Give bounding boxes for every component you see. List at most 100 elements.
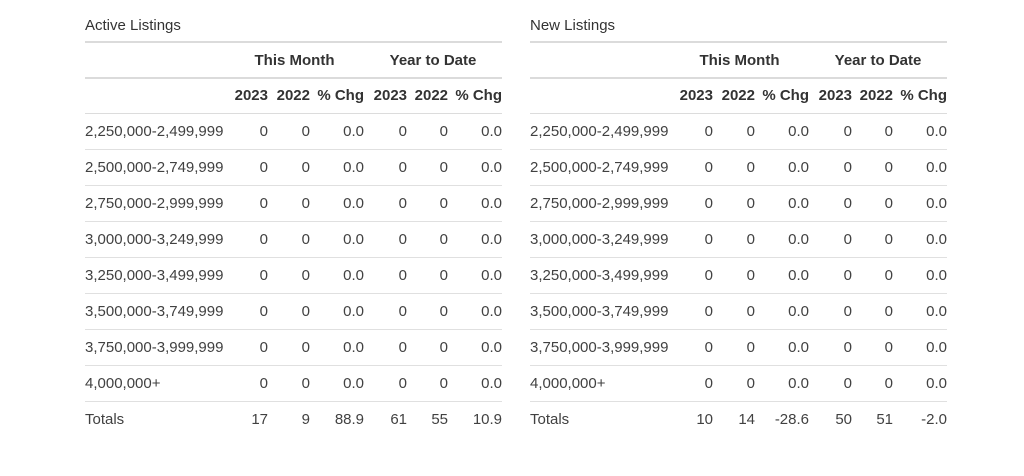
table-row: 4,000,000+ 0 0 0.0 0 0 0.0	[85, 365, 503, 402]
column-header: 2022	[407, 78, 449, 114]
listings-stats-table: This Month Year to Date 2023 2022 % Chg …	[530, 43, 948, 437]
totals-value: 17	[251, 410, 268, 428]
cell-value: 0.0	[755, 257, 810, 294]
cell-value: 0	[713, 329, 755, 366]
price-range-label: 2,750,000-2,999,999	[530, 185, 670, 222]
cell-value: 0.0	[448, 221, 503, 258]
cell-value: 0.0	[893, 149, 948, 186]
cell-value: 0	[670, 257, 713, 294]
totals-value: 61	[390, 410, 408, 428]
cell-value: 0.0	[448, 293, 503, 330]
cell-value: 0.0	[755, 185, 810, 222]
cell-value: 0	[364, 149, 408, 186]
table-body: 2,250,000-2,499,999 0 0 0.0 0 0 0.0 2,500,000-2…	[85, 113, 503, 402]
totals-value: -28.6	[774, 410, 810, 428]
price-range-label: 3,500,000-3,749,999	[85, 293, 225, 330]
totals-row: Totals 17 9 88.9 61 55 10.9	[85, 401, 502, 437]
empty-header-cell	[530, 78, 670, 114]
cell-value: 0	[809, 149, 853, 186]
new-listings-table: New Listings This Month Year to Date 202…	[530, 16, 948, 476]
totals-value: 51	[876, 410, 894, 428]
listings-stats-table: This Month Year to Date 2023 2022 % Chg …	[85, 43, 503, 437]
cell-value: 0.0	[310, 113, 365, 150]
cell-value: 0.0	[310, 221, 365, 258]
cell-value: 0	[364, 365, 408, 402]
price-range-label: 2,250,000-2,499,999	[85, 113, 225, 150]
price-range-label: 2,750,000-2,999,999	[85, 185, 225, 222]
cell-value: 0	[225, 257, 268, 294]
price-range-label: 3,750,000-3,999,999	[85, 329, 225, 366]
cell-value: 0	[670, 149, 713, 186]
cell-value: 0	[225, 149, 268, 186]
totals-value: 14	[738, 410, 755, 428]
cell-value: 0	[268, 149, 310, 186]
cell-value: 0	[407, 293, 449, 330]
price-range-label: 3,750,000-3,999,999	[530, 329, 670, 366]
cell-value: 0	[713, 149, 755, 186]
cell-value: 0.0	[893, 221, 948, 258]
cell-value: 0	[364, 329, 408, 366]
column-header-row: 2023 2022 % Chg 2023 2022 % Chg	[530, 78, 948, 114]
cell-value: 0.0	[310, 257, 365, 294]
price-range-label: 3,000,000-3,249,999	[530, 221, 670, 258]
cell-value: 0	[670, 221, 713, 258]
totals-value: 10.9	[472, 410, 503, 428]
cell-value: 0	[364, 257, 408, 294]
cell-value: 0	[670, 293, 713, 330]
cell-value: 0	[225, 185, 268, 222]
cell-value: 0	[268, 185, 310, 222]
cell-value: 0	[268, 293, 310, 330]
cell-value: 0.0	[448, 365, 503, 402]
cell-value: 0.0	[893, 257, 948, 294]
cell-value: 0.0	[755, 113, 810, 150]
cell-value: 0	[268, 221, 310, 258]
totals-value: 10	[696, 410, 713, 428]
cell-value: 0	[852, 257, 894, 294]
cell-value: 0	[268, 113, 310, 150]
cell-value: 0	[852, 185, 894, 222]
totals-value: 55	[431, 410, 449, 428]
cell-value: 0	[852, 329, 894, 366]
table-row: 3,250,000-3,499,999 0 0 0.0 0 0 0.0	[530, 257, 948, 294]
price-range-label: 4,000,000+	[85, 365, 225, 402]
price-range-label: 4,000,000+	[530, 365, 670, 402]
column-header: 2023	[364, 78, 408, 114]
totals-label: Totals	[85, 410, 125, 428]
cell-value: 0	[713, 185, 755, 222]
cell-value: 0	[809, 221, 853, 258]
table-row: 3,500,000-3,749,999 0 0 0.0 0 0 0.0	[530, 293, 948, 330]
cell-value: 0	[225, 329, 268, 366]
cell-value: 0.0	[893, 185, 948, 222]
cell-value: 0	[852, 221, 894, 258]
cell-value: 0	[670, 113, 713, 150]
cell-value: 0	[407, 329, 449, 366]
table-row: 2,500,000-2,749,999 0 0 0.0 0 0 0.0	[85, 149, 503, 186]
cell-value: 0	[809, 113, 853, 150]
empty-header-cell	[530, 43, 670, 79]
cell-value: 0.0	[755, 293, 810, 330]
cell-value: 0	[225, 113, 268, 150]
table-row: 2,250,000-2,499,999 0 0 0.0 0 0 0.0	[85, 113, 503, 150]
cell-value: 0	[225, 221, 268, 258]
column-header: % Chg	[893, 78, 948, 114]
totals-row: Totals 10 14 -28.6 50 51 -2.0	[530, 401, 947, 437]
cell-value: 0.0	[893, 293, 948, 330]
cell-value: 0.0	[893, 365, 948, 402]
cell-value: 0	[364, 221, 408, 258]
this-month-group-header: This Month	[670, 43, 810, 79]
cell-value: 0	[407, 365, 449, 402]
cell-value: 0.0	[310, 149, 365, 186]
column-header: 2023	[670, 78, 713, 114]
price-range-label: 3,500,000-3,749,999	[530, 293, 670, 330]
cell-value: 0	[809, 293, 853, 330]
cell-value: 0.0	[310, 365, 365, 402]
cell-value: 0	[670, 329, 713, 366]
price-range-label: 3,000,000-3,249,999	[85, 221, 225, 258]
cell-value: 0.0	[893, 329, 948, 366]
cell-value: 0.0	[310, 293, 365, 330]
table-title: Active Listings	[85, 16, 502, 43]
totals-value: 9	[301, 410, 310, 428]
year-to-date-group-header: Year to Date	[364, 43, 503, 79]
totals-label: Totals	[530, 410, 570, 428]
